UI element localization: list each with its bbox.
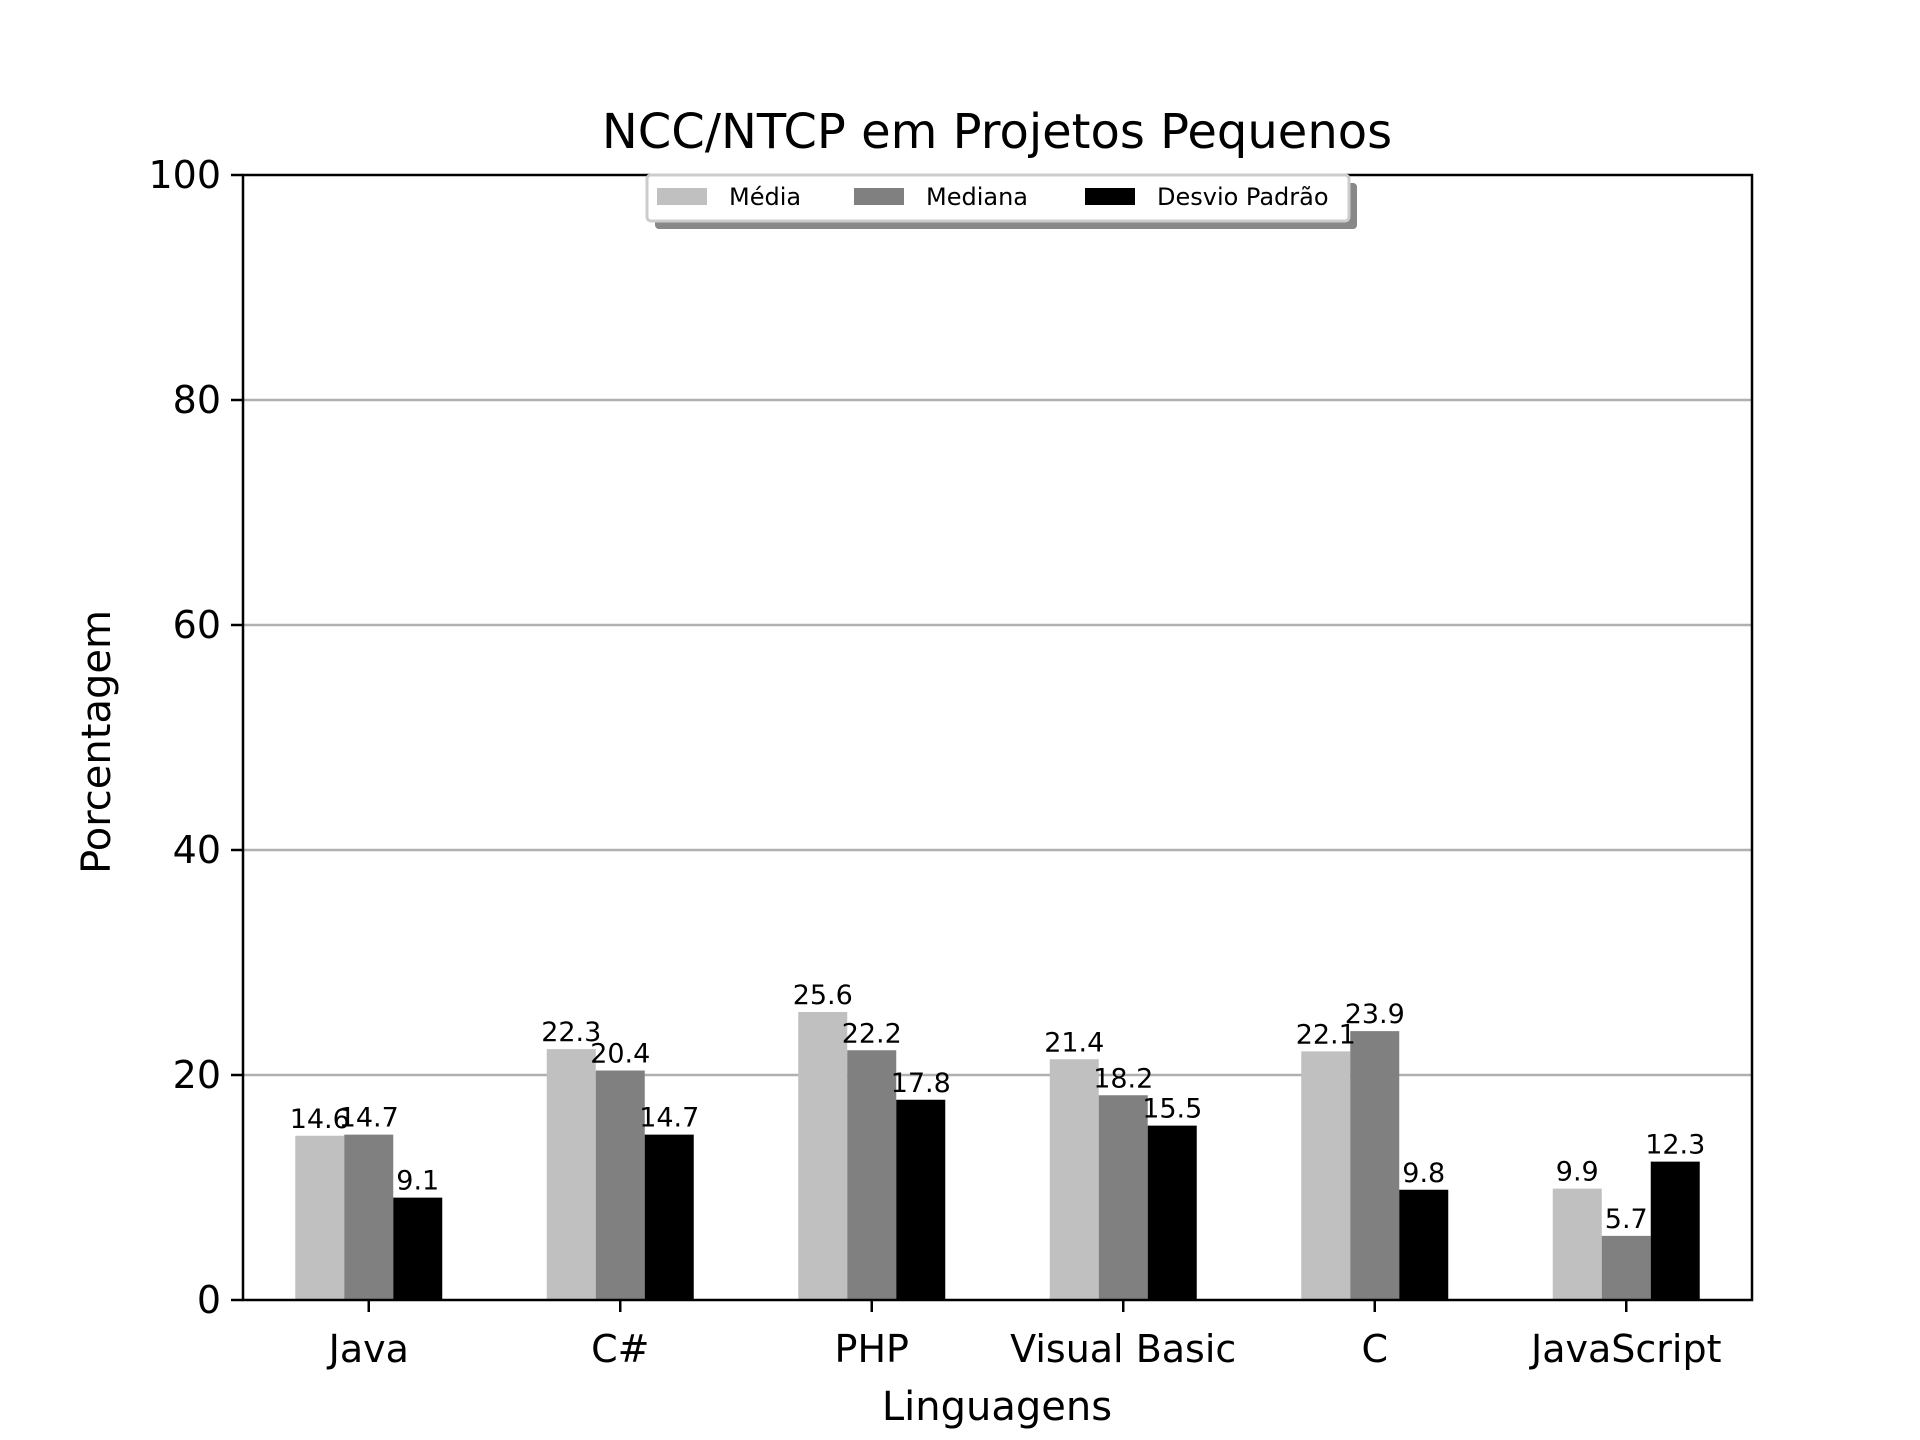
- data-label-visual-basic-m-dia: 21.4: [1044, 1027, 1104, 1058]
- x-axis-ticks: Java C# PHP Visual Basic C JavaScript: [327, 1300, 1721, 1371]
- legend-label-mediana: Mediana: [926, 183, 1028, 211]
- data-label-c-m-dia: 22.1: [1296, 1019, 1356, 1050]
- y-tick-label-100: 100: [148, 153, 221, 197]
- legend-label-m-dia: Média: [729, 183, 801, 211]
- bar-c-mediana: [595, 1070, 645, 1300]
- data-label-javascript-desvio-padr-o: 12.3: [1645, 1130, 1705, 1161]
- legend-swatch-desvio-padr-o: [1085, 188, 1135, 205]
- bar-visual-basic-desvio-padr-o: [1147, 1125, 1197, 1300]
- data-label-c-m-dia: 22.3: [541, 1017, 601, 1048]
- x-tick-label-javascript: JavaScript: [1529, 1327, 1721, 1371]
- x-tick-label-c: C: [1361, 1327, 1388, 1371]
- x-axis-label: Linguagens: [882, 1384, 1112, 1430]
- bars: [295, 1012, 1700, 1300]
- bar-visual-basic-mediana: [1098, 1095, 1148, 1300]
- data-label-php-m-dia: 25.6: [793, 980, 853, 1011]
- data-label-c-desvio-padr-o: 14.7: [639, 1103, 699, 1134]
- data-label-c-mediana: 23.9: [1345, 999, 1405, 1030]
- data-label-java-m-dia: 14.6: [290, 1104, 350, 1135]
- data-label-javascript-m-dia: 9.9: [1556, 1157, 1599, 1188]
- data-label-visual-basic-mediana: 18.2: [1093, 1063, 1153, 1094]
- bar-php-desvio-padr-o: [896, 1099, 946, 1300]
- x-tick-label-java: Java: [327, 1327, 409, 1371]
- bar-c-mediana: [1350, 1031, 1400, 1300]
- y-tick-label-0: 0: [197, 1278, 221, 1322]
- data-label-java-mediana: 14.7: [339, 1103, 399, 1134]
- legend-swatch-mediana: [854, 188, 904, 205]
- data-label-php-desvio-padr-o: 17.8: [891, 1068, 951, 1099]
- grid-lines: [243, 398, 1752, 1077]
- chart-title: NCC/NTCP em Projetos Pequenos: [602, 104, 1392, 160]
- y-axis-label: Porcentagem: [74, 610, 120, 874]
- bar-c-m-dia: [1301, 1051, 1351, 1300]
- y-tick-label-40: 40: [173, 828, 221, 872]
- bar-visual-basic-m-dia: [1049, 1059, 1099, 1300]
- legend-items: Média Mediana Desvio Padrão: [657, 183, 1329, 211]
- data-label-c-mediana: 20.4: [590, 1039, 650, 1070]
- y-tick-label-60: 60: [173, 603, 221, 647]
- legend: Média Mediana Desvio Padrão: [645, 173, 1357, 229]
- x-tick-label-c: C#: [591, 1327, 649, 1371]
- y-axis-ticks: 0 20 40 60 80 100: [148, 153, 243, 1322]
- y-tick-label-20: 20: [173, 1053, 221, 1097]
- bar-c-desvio-padr-o: [644, 1134, 694, 1300]
- data-label-c-desvio-padr-o: 9.8: [1402, 1158, 1445, 1189]
- data-label-visual-basic-desvio-padr-o: 15.5: [1142, 1094, 1202, 1125]
- bar-java-m-dia: [295, 1135, 345, 1300]
- x-tick-label-visual-basic: Visual Basic: [1010, 1327, 1236, 1371]
- bar-php-mediana: [847, 1050, 897, 1300]
- bar-php-m-dia: [798, 1012, 848, 1300]
- bar-javascript-desvio-padr-o: [1650, 1161, 1700, 1300]
- bar-java-mediana: [344, 1134, 394, 1300]
- data-label-java-desvio-padr-o: 9.1: [396, 1166, 439, 1197]
- bar-c-m-dia: [546, 1049, 596, 1300]
- bar-javascript-m-dia: [1552, 1188, 1602, 1300]
- x-tick-label-php: PHP: [835, 1327, 909, 1371]
- bar-c-desvio-padr-o: [1399, 1189, 1449, 1300]
- bar-java-desvio-padr-o: [393, 1197, 443, 1300]
- bar-javascript-mediana: [1601, 1235, 1651, 1300]
- data-label-php-mediana: 22.2: [842, 1018, 902, 1049]
- legend-box: [645, 173, 1351, 223]
- legend-label-desvio-padr-o: Desvio Padrão: [1157, 183, 1329, 211]
- legend-swatch-m-dia: [657, 188, 707, 205]
- data-labels: 14.614.79.122.320.414.725.622.217.821.41…: [290, 980, 1706, 1235]
- y-tick-label-80: 80: [173, 378, 221, 422]
- data-label-javascript-mediana: 5.7: [1605, 1204, 1648, 1235]
